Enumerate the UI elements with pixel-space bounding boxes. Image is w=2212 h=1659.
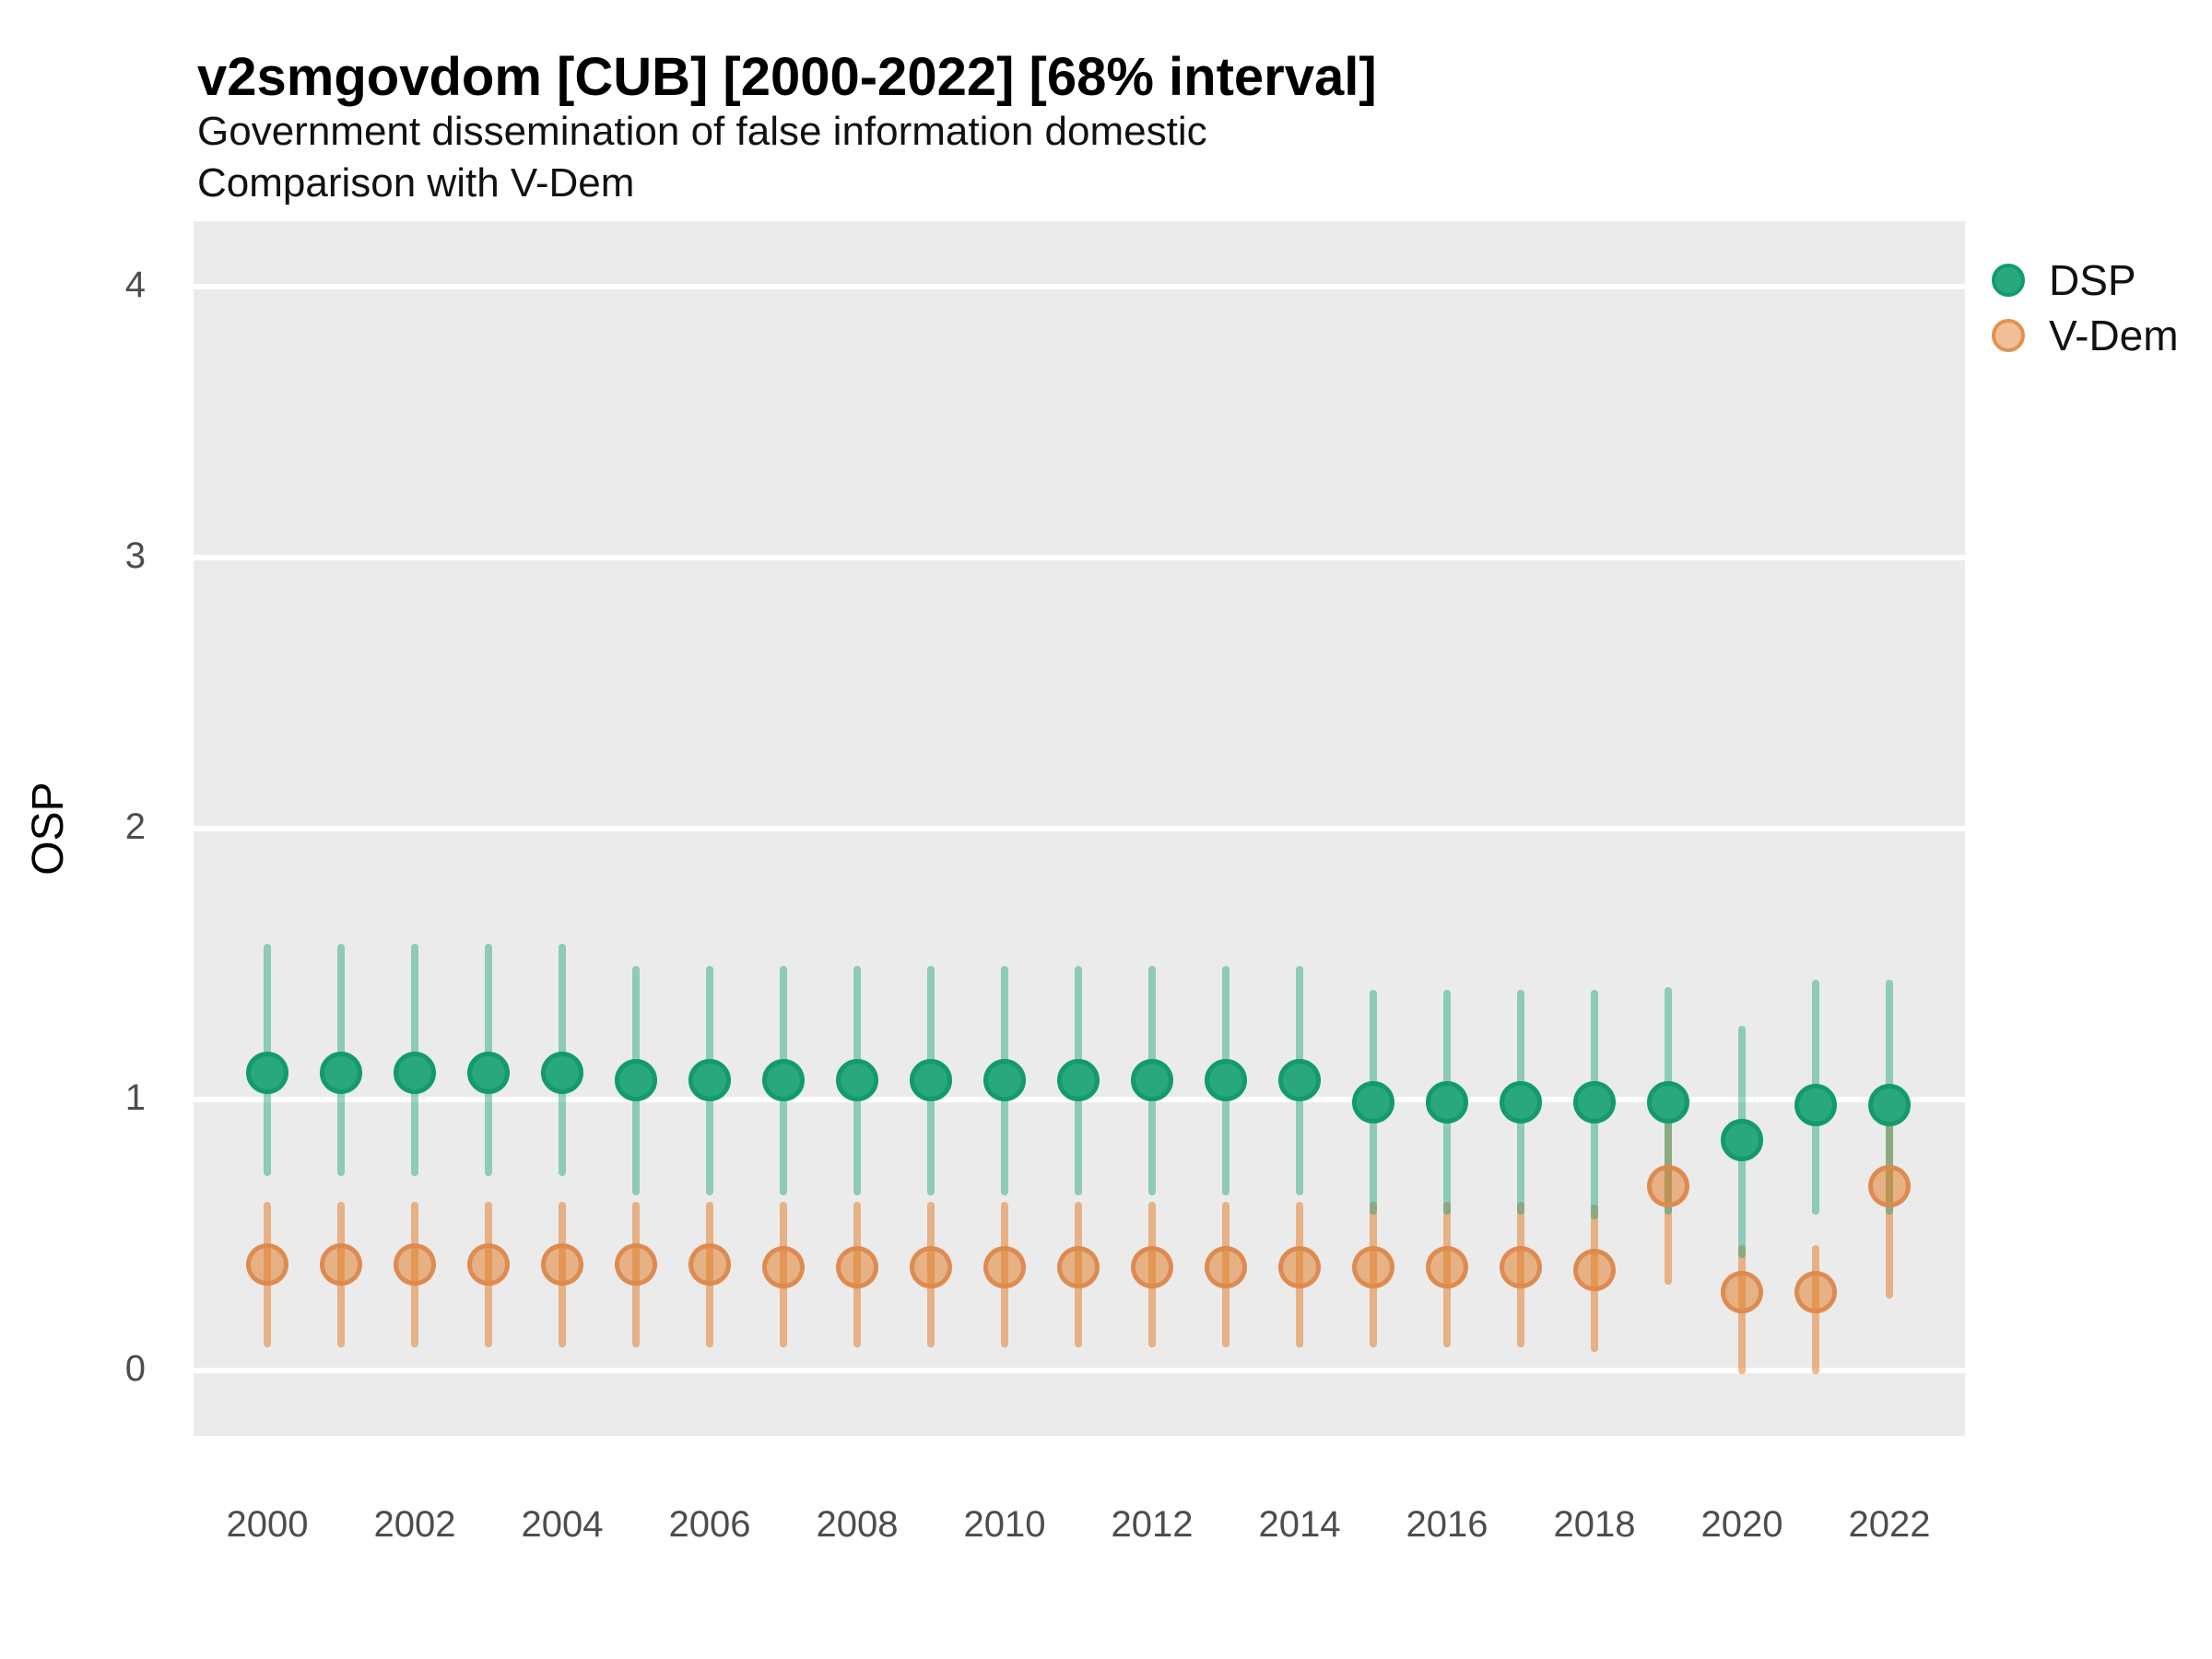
dsp-point [1500, 1080, 1542, 1124]
vdem-point [836, 1246, 878, 1289]
vdem-point [467, 1243, 510, 1287]
vdem-point [1057, 1246, 1100, 1289]
vdem-point [1500, 1246, 1542, 1289]
x-tick-label-2016: 2016 [1406, 1504, 1488, 1545]
x-tick-label-2008: 2008 [816, 1504, 899, 1545]
dsp-point [836, 1059, 878, 1102]
dsp-point [320, 1051, 362, 1094]
x-tick-label-2010: 2010 [963, 1504, 1046, 1545]
vdem-point [1352, 1246, 1394, 1289]
gridline-y-0 [194, 1368, 1965, 1373]
plot-panel [194, 221, 1965, 1436]
dsp-point [688, 1059, 731, 1102]
dsp-point [1794, 1083, 1837, 1126]
x-tick-label-2006: 2006 [668, 1504, 751, 1545]
vdem-point [1426, 1246, 1468, 1289]
legend-swatch-icon [1992, 264, 2025, 297]
x-tick-label-2002: 2002 [373, 1504, 456, 1545]
vdem-point [394, 1243, 436, 1287]
dsp-point [1868, 1083, 1911, 1126]
dsp-point [394, 1051, 436, 1094]
legend-label: V-Dem [2049, 312, 2179, 359]
legend-item-dsp: DSP [1992, 255, 2136, 305]
dsp-point [1426, 1080, 1468, 1124]
x-tick-label-2000: 2000 [226, 1504, 309, 1545]
dsp-point [1647, 1080, 1689, 1124]
x-tick-label-2004: 2004 [521, 1504, 604, 1545]
dsp-point [1057, 1059, 1100, 1102]
vdem-point [1131, 1246, 1173, 1289]
x-tick-label-2014: 2014 [1258, 1504, 1341, 1545]
x-tick-label-2020: 2020 [1700, 1504, 1783, 1545]
vdem-point [615, 1243, 657, 1287]
dsp-point [762, 1059, 805, 1102]
dsp-point [983, 1059, 1026, 1102]
vdem-point [1647, 1165, 1689, 1208]
vdem-point [320, 1243, 362, 1287]
gridline-y-3 [194, 555, 1965, 560]
dsp-point [246, 1051, 288, 1094]
chart-subtitle: Government dissemination of false inform… [197, 109, 1207, 154]
vdem-point [1868, 1165, 1911, 1208]
vdem-point [983, 1246, 1026, 1289]
y-tick-label-3: 3 [124, 535, 146, 576]
dsp-point [1352, 1080, 1394, 1124]
vdem-point [246, 1243, 288, 1287]
vdem-point [1205, 1246, 1247, 1289]
gridline-y-4 [194, 284, 1965, 289]
dsp-point [541, 1051, 583, 1094]
vdem-point [1573, 1249, 1616, 1292]
dsp-point [1131, 1059, 1173, 1102]
dsp-point [1205, 1059, 1247, 1102]
vdem-point [1794, 1270, 1837, 1313]
x-tick-label-2018: 2018 [1553, 1504, 1636, 1545]
gridline-y-2 [194, 826, 1965, 831]
vdem-point [688, 1243, 731, 1287]
legend-label: DSP [2049, 256, 2136, 304]
y-tick-label-1: 1 [124, 1077, 146, 1118]
dsp-point [1573, 1080, 1616, 1124]
vdem-point [1721, 1270, 1763, 1313]
vdem-point [541, 1243, 583, 1287]
y-tick-label-2: 2 [124, 806, 146, 847]
legend-item-v-dem: V-Dem [1992, 311, 2179, 360]
x-tick-label-2012: 2012 [1111, 1504, 1194, 1545]
chart-subtitle-2: Comparison with V-Dem [197, 160, 635, 206]
y-tick-label-4: 4 [124, 265, 146, 305]
dsp-point [910, 1059, 952, 1102]
dsp-point [467, 1051, 510, 1094]
x-tick-label-2022: 2022 [1848, 1504, 1931, 1545]
vdem-point [762, 1246, 805, 1289]
y-tick-label-0: 0 [124, 1348, 146, 1389]
dsp-point [615, 1059, 657, 1102]
dsp-point [1278, 1059, 1321, 1102]
vdem-point [910, 1246, 952, 1289]
dsp-point [1721, 1119, 1763, 1162]
legend-swatch-icon [1992, 319, 2025, 352]
vdem-point [1278, 1246, 1321, 1289]
chart-title: v2smgovdom [CUB] [2000-2022] [68% interv… [197, 47, 1377, 107]
